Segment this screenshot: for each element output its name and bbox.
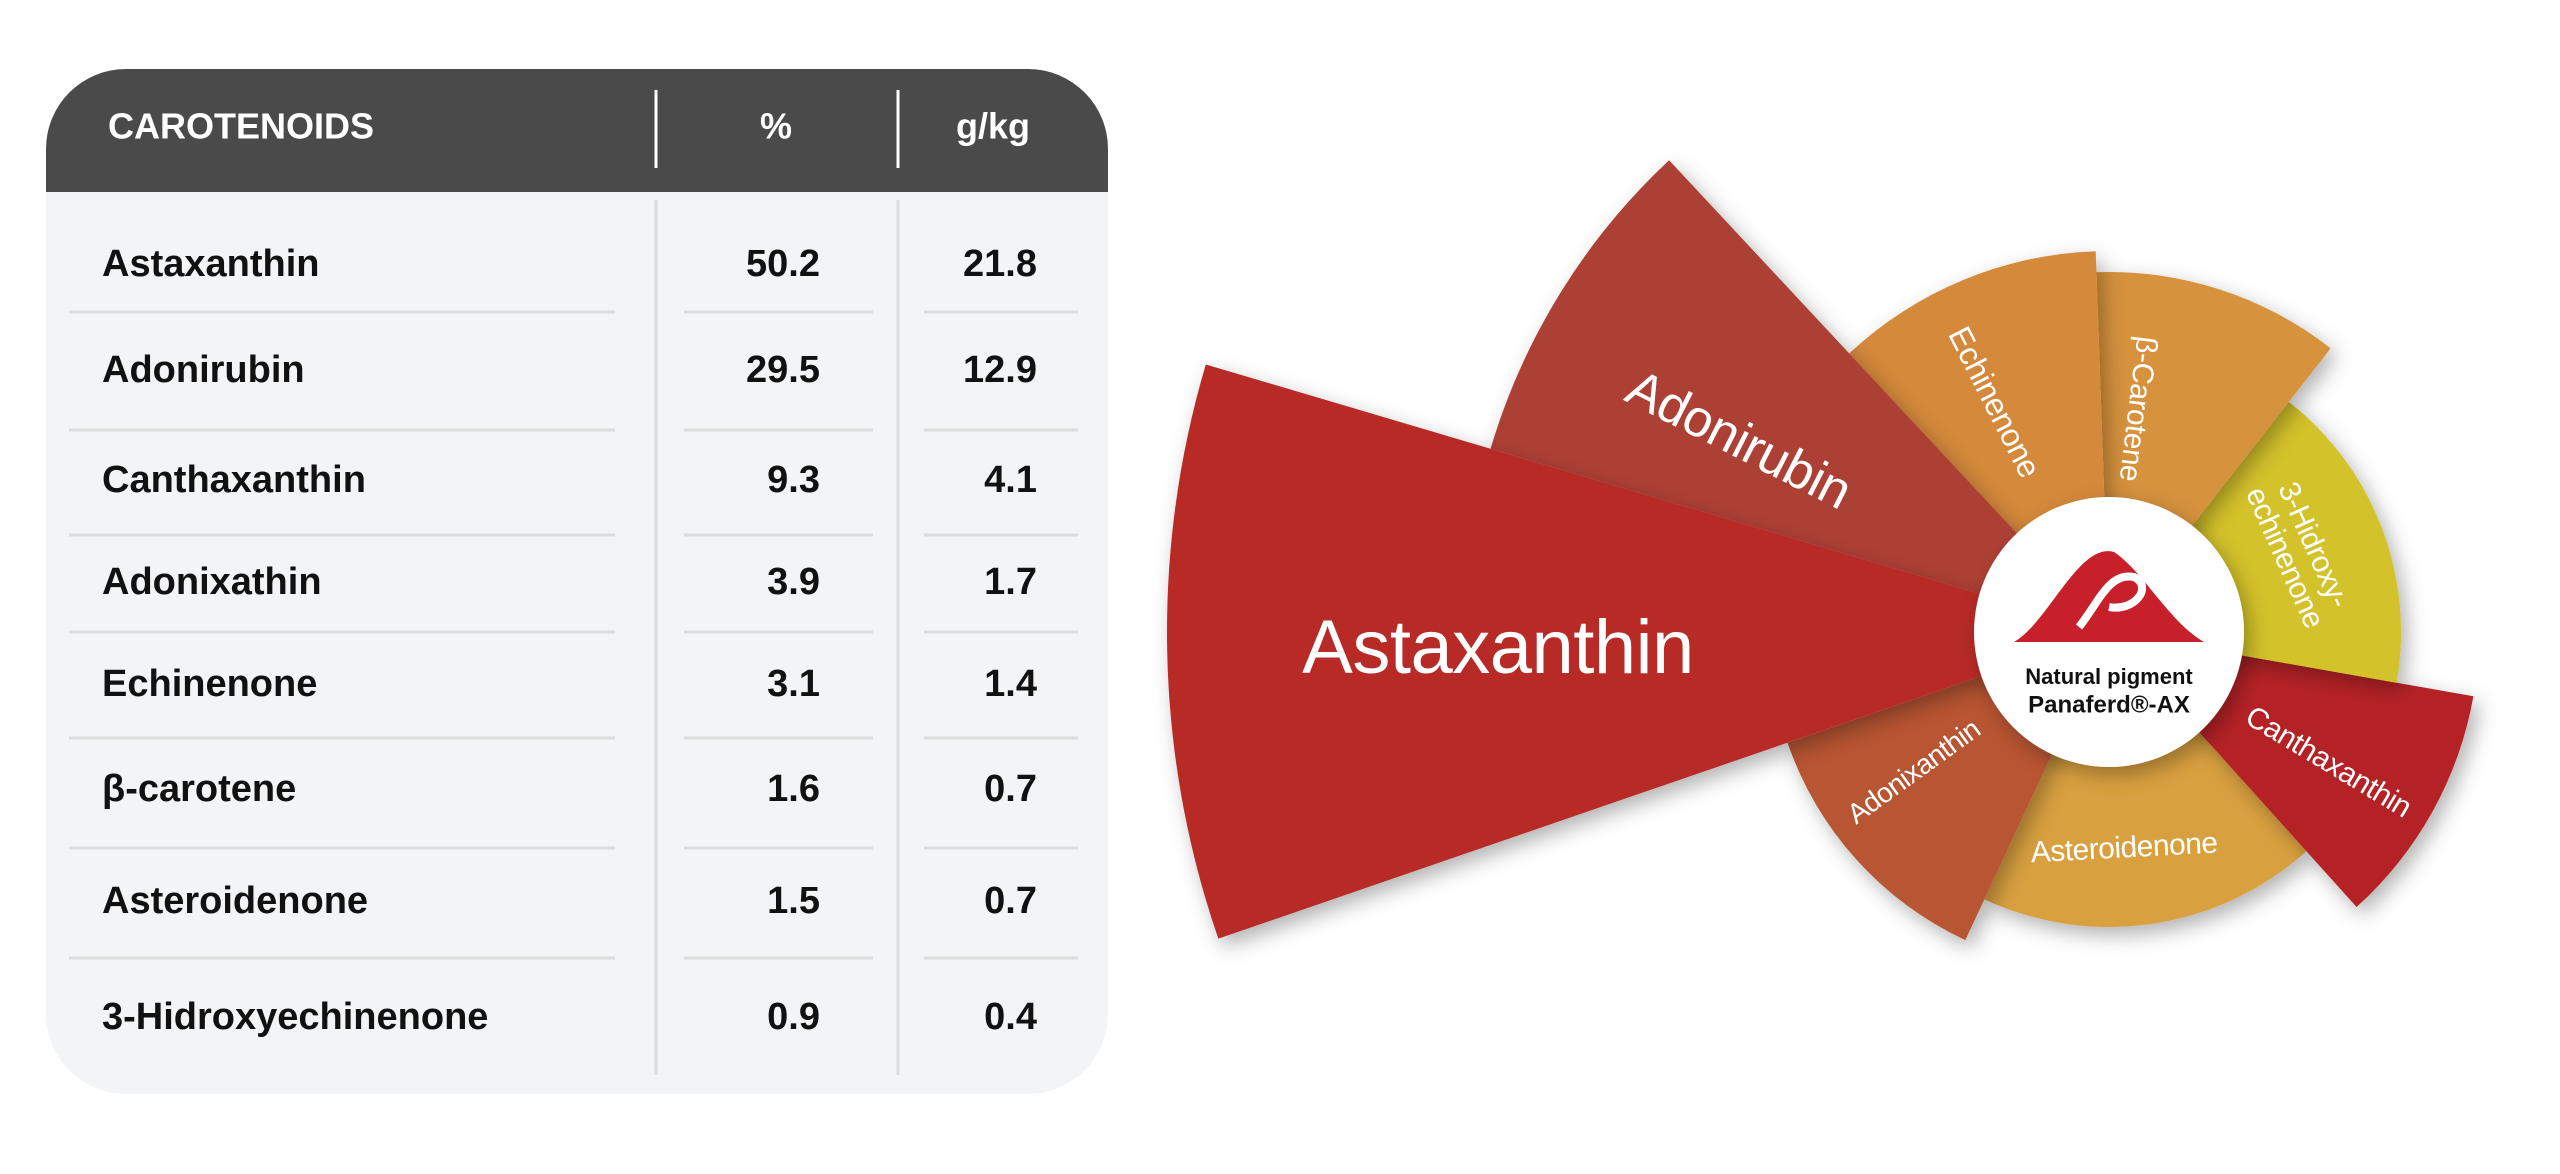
header-cell: g/kg bbox=[956, 106, 1030, 147]
row-label: Adonixathin bbox=[102, 561, 322, 603]
row-label: Astaxanthin bbox=[102, 243, 319, 285]
row-label: 3-Hidroxyechinenone bbox=[102, 996, 488, 1038]
percent-cell: 50.2 bbox=[746, 243, 820, 285]
gkg-cell: 0.7 bbox=[984, 880, 1037, 922]
header-cell: % bbox=[760, 106, 792, 147]
logo-mountain bbox=[2014, 551, 2204, 642]
percent-cell: 0.9 bbox=[767, 996, 820, 1038]
gkg-cell: 1.4 bbox=[984, 663, 1037, 705]
gkg-cell: 0.4 bbox=[984, 996, 1037, 1038]
gkg-cell: 21.8 bbox=[963, 243, 1037, 285]
row-label: Echinenone bbox=[102, 663, 317, 705]
percent-cell: 9.3 bbox=[767, 459, 820, 501]
gkg-cell: 1.7 bbox=[984, 561, 1037, 603]
row-label: Adonirubin bbox=[102, 349, 305, 391]
gkg-cell: 0.7 bbox=[984, 768, 1037, 810]
table-body: Astaxanthin 50.2 21.8 Adonirubin 29.5 12.9 Can… bbox=[69, 243, 1078, 1038]
gkg-cell: 4.1 bbox=[984, 459, 1037, 501]
logo-mark bbox=[2075, 572, 2146, 630]
table-background bbox=[46, 69, 1108, 1094]
percent-cell: 3.9 bbox=[767, 561, 820, 603]
wheel-segment bbox=[1167, 364, 2109, 939]
percent-cell: 3.1 bbox=[767, 663, 820, 705]
wheel-segment bbox=[1984, 632, 2307, 927]
percent-cell: 1.5 bbox=[767, 880, 820, 922]
row-label: β-carotene bbox=[102, 768, 296, 810]
segment-label: Astaxanthin bbox=[1302, 605, 1694, 690]
row-label: Asteroidenone bbox=[102, 880, 368, 922]
row-label: Canthaxanthin bbox=[102, 459, 366, 501]
percent-cell: 1.6 bbox=[767, 768, 820, 810]
badge-line2: Panaferd®-AX bbox=[2028, 691, 2190, 718]
header-cell: CAROTENOIDS bbox=[108, 106, 374, 147]
table-header-background bbox=[46, 69, 1108, 192]
badge-line1: Natural pigment bbox=[2025, 664, 2193, 689]
gkg-cell: 12.9 bbox=[963, 349, 1037, 391]
wheel-segment bbox=[1490, 160, 2109, 632]
percent-cell: 29.5 bbox=[746, 349, 820, 391]
